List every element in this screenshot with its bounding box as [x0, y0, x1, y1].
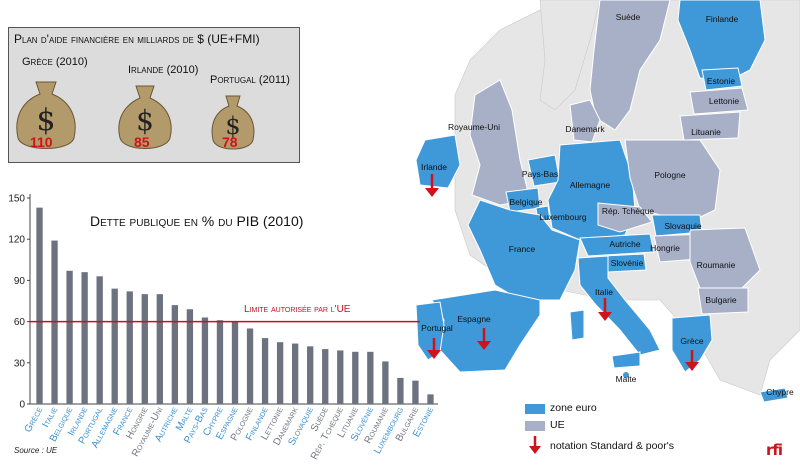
- map-latvia: [689, 87, 749, 115]
- map-greece: [671, 314, 713, 373]
- map-label-allemagne: Allemagne: [570, 180, 610, 190]
- map-sicily: [611, 351, 641, 369]
- aid-amount-greece: 110: [30, 134, 53, 150]
- chart-source: Source : UE: [14, 446, 58, 455]
- map-label-pays-bas: Pays-Bas: [522, 169, 558, 179]
- legend-euro-label: zone euro: [550, 402, 597, 414]
- map-label-finlande: Finlande: [706, 14, 739, 24]
- map-label-hongrie: Hongrie: [650, 243, 680, 253]
- aid-country-ireland: Irlande (2010): [128, 64, 199, 76]
- legend-rating-label: notation Standard & poor's: [550, 440, 675, 452]
- map-label-luxembourg: Luxembourg: [539, 212, 587, 222]
- map-label-espagne: Espagne: [457, 314, 491, 324]
- map-label-royaume-uni: Royaume-Uni: [448, 122, 500, 132]
- map-ireland: [415, 134, 461, 189]
- map-label-gr-ce: Grèce: [680, 336, 703, 346]
- map-france: [467, 199, 581, 301]
- legend-eu-label: UE: [550, 419, 565, 431]
- map-label-france: France: [509, 244, 536, 254]
- map-label-r-p-tch-que: Rép. Tchèque: [602, 206, 655, 216]
- chart-title: Dette publique en % du PIB (2010): [90, 213, 304, 229]
- map-label-lituanie: Lituanie: [691, 127, 721, 137]
- map-lithuania: [679, 111, 741, 141]
- rfi-logo: rfi: [766, 441, 783, 459]
- map-label-pologne: Pologne: [654, 170, 685, 180]
- map-poland: [624, 139, 721, 223]
- rating-arrow-italy: [598, 298, 612, 321]
- svg-text:$: $: [136, 104, 154, 137]
- money-bag-icon: $: [211, 95, 255, 150]
- map-label-belgique: Belgique: [509, 197, 542, 207]
- svg-text:$: $: [225, 112, 240, 140]
- money-bag-icon: $: [16, 81, 76, 149]
- map-sardinia: [569, 309, 585, 341]
- map-portugal: [415, 301, 445, 361]
- aid-amount-portugal: 78: [222, 134, 238, 150]
- legend-rating-arrow-icon: [529, 436, 541, 454]
- map-label-italie: Italie: [595, 287, 613, 297]
- rating-arrow-spain: [477, 328, 491, 350]
- legend-swatch-eu: [525, 421, 545, 431]
- rating-arrow-ireland: [425, 174, 439, 197]
- map-italy: [577, 255, 661, 356]
- map-czech: [597, 202, 653, 233]
- map-label-irlande: Irlande: [421, 162, 447, 172]
- map-label-malte: Malte: [616, 374, 637, 384]
- aid-amount-ireland: 85: [134, 134, 150, 150]
- aid-country-portugal: Portugal (2011): [210, 74, 290, 86]
- aid-panel-title: Plan d'aide financière en milliards de $…: [14, 32, 260, 46]
- rating-arrow-portugal: [427, 338, 441, 359]
- map-label-estonie: Estonie: [707, 76, 736, 86]
- map-label-danemark: Danemark: [565, 124, 605, 134]
- rating-arrows: [425, 174, 699, 371]
- rating-arrow-greece: [685, 350, 699, 371]
- eu-limit-label: Limite autorisée par l'UE: [244, 304, 351, 315]
- map-label-lettonie: Lettonie: [709, 96, 740, 106]
- map-denmark: [569, 99, 601, 143]
- aid-country-greece: Grèce (2010): [22, 56, 88, 68]
- map-label-chypre: Chypre: [766, 387, 794, 397]
- map-bulgaria: [697, 287, 749, 315]
- map-label-autriche: Autriche: [609, 239, 640, 249]
- map-cyprus: [759, 387, 789, 403]
- map-country-labels: Suède Finlande Estonie Lettonie Lituanie Roya…: [421, 12, 794, 397]
- map-malta: [623, 372, 629, 378]
- map-austria: [579, 233, 655, 257]
- legend-swatch-euro: [525, 404, 545, 414]
- money-bag-icon: $: [118, 85, 172, 149]
- map-sweden: [589, 0, 671, 131]
- map-label-portugal: Portugal: [421, 323, 453, 333]
- map-label-slov-nie: Slovénie: [611, 258, 644, 268]
- svg-text:$: $: [36, 103, 55, 138]
- map-label-roumanie: Roumanie: [697, 260, 736, 270]
- map-norway: [539, 0, 601, 111]
- map-estonia: [701, 67, 743, 91]
- map-label-slovaquie: Slovaquie: [664, 221, 702, 231]
- map-label-su-de: Suède: [616, 12, 641, 22]
- map-label-bulgarie: Bulgarie: [705, 295, 736, 305]
